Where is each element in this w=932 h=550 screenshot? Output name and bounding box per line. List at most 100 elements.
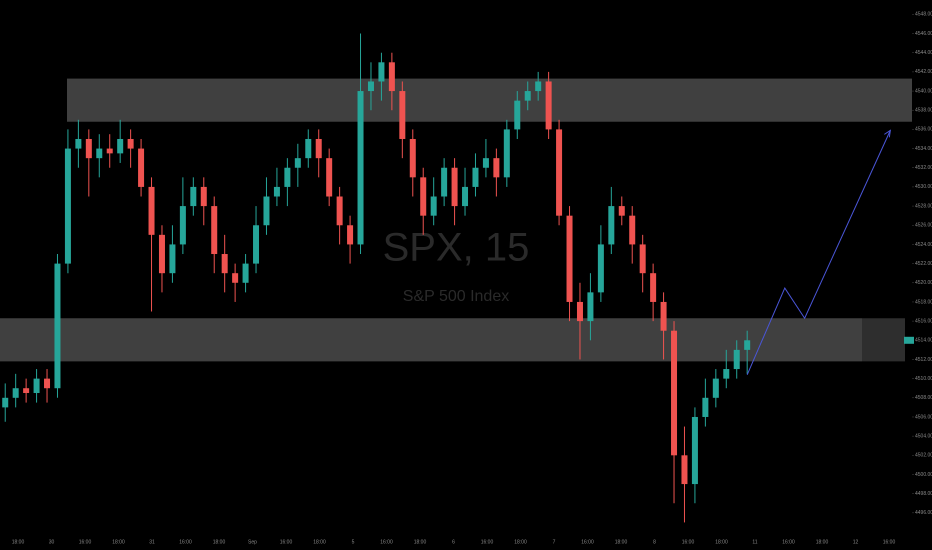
y-tick-label: 4510.00	[915, 376, 932, 382]
candle-body	[639, 244, 646, 274]
candle-body	[273, 186, 280, 197]
candle-body	[629, 215, 636, 245]
y-tick-label: 4548.00	[915, 12, 932, 18]
candle-body	[409, 138, 416, 178]
candle-body	[190, 186, 197, 207]
candle-body	[524, 91, 531, 101]
candle-body	[712, 378, 719, 398]
y-tick-label: 4516.00	[915, 318, 932, 324]
zone	[0, 318, 862, 362]
x-tick-label: 5	[352, 539, 355, 545]
y-tick-label: 4532.00	[915, 165, 932, 171]
projection-arrowhead	[884, 129, 891, 138]
y-tick-label: 4518.00	[915, 299, 932, 305]
y-tick-label: 4544.00	[915, 50, 932, 56]
y-tick-label: 4526.00	[915, 223, 932, 229]
candle-body	[44, 378, 51, 389]
watermark-title: SPX, 15	[383, 226, 530, 270]
x-tick-label: 6	[452, 539, 455, 545]
candle-body	[535, 81, 542, 92]
x-tick-label: 18:00	[112, 539, 125, 545]
candle-body	[702, 397, 709, 417]
x-tick-label: 18:00	[514, 539, 527, 545]
y-tick-label: 4520.00	[915, 280, 932, 286]
candle-body	[85, 138, 92, 159]
candle-body	[357, 91, 364, 245]
x-tick-label: 18:00	[12, 539, 25, 545]
x-tick-label: 16:00	[179, 539, 192, 545]
candle-body	[336, 196, 343, 226]
x-tick-label: 16:00	[682, 539, 695, 545]
candle-body	[744, 340, 751, 350]
candle-body	[650, 273, 657, 302]
x-tick-label: Sep	[248, 539, 257, 545]
candle-body	[733, 349, 740, 370]
candle-body	[723, 369, 730, 379]
zone	[67, 78, 912, 122]
y-tick-label: 4506.00	[915, 414, 932, 420]
candle-body	[587, 292, 594, 322]
candle-body	[96, 148, 103, 159]
x-tick-label: 12	[853, 539, 859, 545]
x-tick-label: 16:00	[280, 539, 293, 545]
candle-body	[179, 206, 186, 245]
candle-body	[660, 301, 667, 331]
candle-body	[75, 138, 82, 149]
x-tick-label: 16:00	[883, 539, 896, 545]
y-tick-label: 4512.00	[915, 357, 932, 363]
candle-body	[127, 138, 134, 149]
candle-body	[472, 167, 479, 187]
x-tick-label: 7	[553, 539, 556, 545]
candle-body	[347, 225, 354, 245]
candle-body	[263, 196, 270, 226]
x-tick-label: 16:00	[481, 539, 494, 545]
y-tick-label: 4528.00	[915, 203, 932, 209]
candle-body	[242, 263, 249, 283]
x-tick-label: 18:00	[414, 539, 427, 545]
y-tick-label: 4540.00	[915, 88, 932, 94]
candle-body	[158, 234, 165, 274]
candle-body	[211, 206, 218, 255]
projection-line	[746, 130, 891, 375]
candle-body	[597, 244, 604, 293]
y-tick-label: 4530.00	[915, 184, 932, 190]
y-tick-label: 4514.00	[915, 338, 932, 344]
candle-body	[367, 81, 374, 92]
candle-body	[420, 177, 427, 216]
y-tick-label: 4536.00	[915, 127, 932, 133]
watermark-subtitle: S&P 500 Index	[403, 288, 509, 305]
candle-body	[23, 388, 30, 394]
candle-body	[441, 167, 448, 197]
candle-body	[12, 388, 19, 398]
candle-body	[221, 254, 228, 274]
x-tick-label: 18:00	[213, 539, 226, 545]
candle-body	[388, 62, 395, 92]
candle-body	[681, 455, 688, 485]
y-tick-label: 4542.00	[915, 69, 932, 75]
y-tick-label: 4500.00	[915, 472, 932, 478]
x-tick-label: 16:00	[380, 539, 393, 545]
candle-body	[451, 167, 458, 207]
x-tick-label: 16:00	[79, 539, 92, 545]
y-tick-label: 4502.00	[915, 453, 932, 459]
candle-body	[326, 158, 333, 197]
candle-body	[315, 138, 322, 159]
candle-body	[618, 206, 625, 216]
candle-body	[284, 167, 291, 187]
candle-body	[2, 397, 9, 408]
x-tick-label: 18:00	[816, 539, 829, 545]
candle-body	[566, 215, 573, 302]
x-tick-label: 18:00	[615, 539, 628, 545]
candle-body	[253, 225, 260, 264]
y-tick-label: 4496.00	[915, 510, 932, 516]
candle-body	[294, 158, 301, 168]
candle-body	[691, 416, 698, 485]
candle-body	[545, 81, 552, 130]
y-tick-label: 4524.00	[915, 242, 932, 248]
x-tick-label: 8	[653, 539, 656, 545]
candle-body	[514, 100, 521, 130]
candle-body	[169, 244, 176, 274]
last-price-tag	[904, 336, 914, 344]
